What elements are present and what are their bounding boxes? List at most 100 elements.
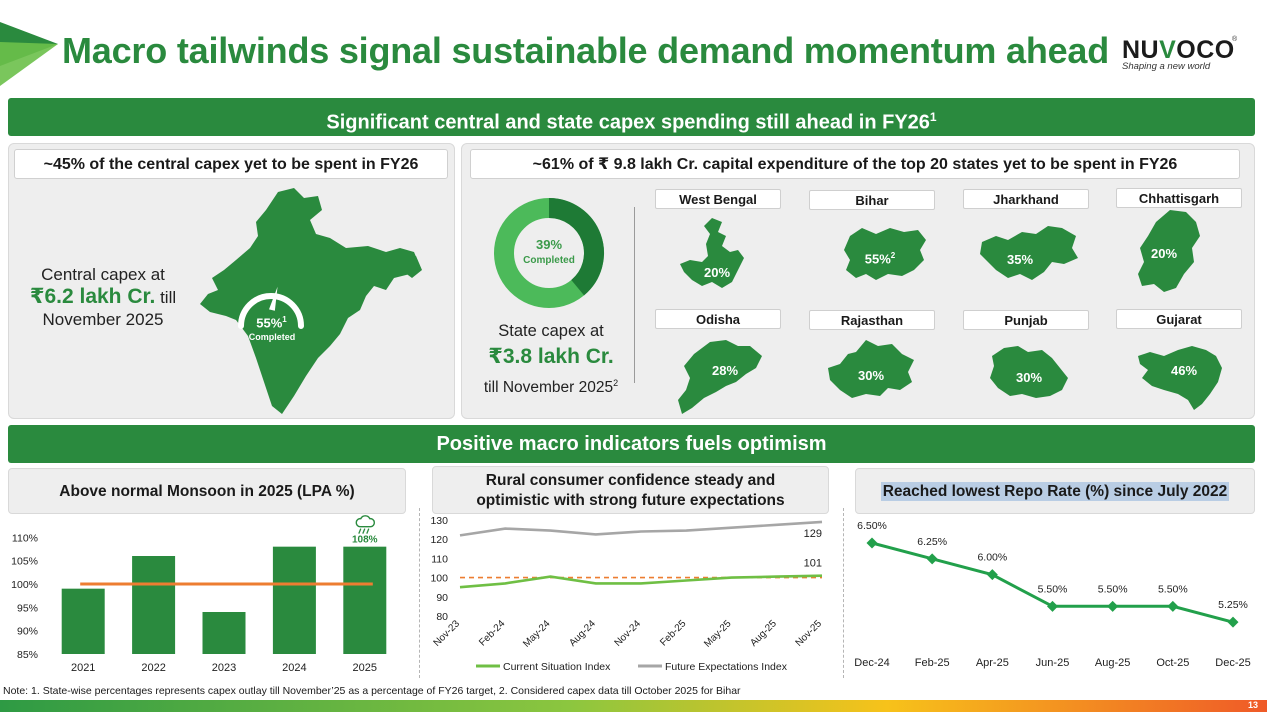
repo-xtick: Dec-25 [1215, 657, 1250, 669]
monsoon-data-label: 108% [352, 535, 378, 546]
confidence-end-label: 101 [804, 558, 822, 570]
current-situation-line [459, 574, 823, 589]
monsoon-xtick: 2023 [212, 662, 236, 674]
confidence-end-label: 129 [804, 528, 822, 540]
macro-banner: Positive macro indicators fuels optimism [8, 425, 1255, 463]
repo-xtick: Feb-25 [915, 657, 950, 669]
central-capex-heading: ~45% of the central capex yet to be spen… [14, 149, 448, 179]
repo-xtick: Dec-24 [854, 657, 889, 669]
legend-future-label: Future Expectations Index [665, 661, 788, 673]
repo-marker [1167, 600, 1179, 612]
logo-tagline: Shaping a new world [1122, 61, 1211, 72]
gujarat-map [1138, 346, 1222, 410]
donut-label: Completed [523, 255, 575, 266]
monsoon-ytick: 110% [12, 532, 38, 544]
gujarat-pct: 46% [1170, 363, 1198, 378]
punjab-map [990, 346, 1068, 398]
state-label-rajasthan: Rajasthan [809, 310, 935, 330]
repo-heading: Reached lowest Repo Rate (%) since July … [855, 468, 1255, 514]
monsoon-ytick: 105% [11, 556, 38, 568]
bihar-map [844, 228, 926, 280]
donut-percent: 39% [535, 237, 563, 252]
state-label-chhattisgarh: Chhattisgarh [1116, 188, 1242, 208]
west-bengal-map [680, 218, 744, 288]
repo-marker [1047, 600, 1058, 612]
confidence-ytick: 90 [436, 592, 448, 604]
repo-data-label: 5.50% [1038, 583, 1068, 595]
west-bengal-pct: 20% [703, 265, 731, 280]
future-expectations-line [459, 520, 823, 537]
repo-xtick: Jun-25 [1036, 657, 1070, 669]
monsoon-ytick: 85% [17, 649, 38, 661]
rajasthan-pct: 30% [857, 368, 885, 383]
repo-data-label: 5.25% [1218, 599, 1248, 611]
capex-banner: Significant central and state capex spen… [8, 98, 1255, 136]
confidence-xtick: Nov-25 [794, 618, 825, 649]
footnote: Note: 1. State-wise percentages represen… [3, 685, 741, 697]
rain-cloud-icon [355, 515, 375, 534]
repo-line-chart: 6.50% Dec-24 6.25% Feb-25 6.00% Apr-25 5.50% Ju… [854, 520, 1250, 669]
repo-data-label: 6.25% [917, 536, 947, 548]
gauge-percent: 55%1 [256, 315, 287, 331]
state-label-bihar: Bihar [809, 190, 935, 210]
monsoon-bar-2021 [61, 588, 105, 654]
monsoon-bar-2023 [202, 612, 246, 654]
monsoon-heading: Above normal Monsoon in 2025 (LPA %) [8, 468, 406, 514]
state-capex-text: State capex at ₹3.8 lakh Cr. till Novemb… [483, 322, 619, 397]
confidence-xtick: Feb-25 [658, 618, 688, 648]
repo-xtick: Oct-25 [1156, 657, 1189, 669]
repo-marker [986, 569, 998, 581]
odisha-pct: 28% [711, 363, 739, 378]
monsoon-xtick: 2021 [71, 662, 95, 674]
confidence-ytick: 110 [431, 553, 448, 565]
repo-marker [866, 537, 878, 549]
confidence-xtick: Aug-25 [748, 618, 779, 649]
state-divider [634, 207, 635, 383]
monsoon-bar-2024 [272, 546, 316, 654]
state-label-gujarat: Gujarat [1116, 309, 1242, 329]
page-number: 13 [1248, 700, 1259, 710]
state-label-jharkhand: Jharkhand [963, 189, 1089, 209]
legend-current-label: Current Situation Index [503, 661, 611, 673]
logo-wordmark: NUVOCO [1122, 36, 1235, 64]
repo-marker [926, 553, 938, 565]
repo-xtick: Apr-25 [976, 657, 1009, 669]
chhattisgarh-pct: 20% [1150, 246, 1178, 261]
chart-separator-1 [419, 508, 420, 678]
confidence-ytick: 120 [430, 534, 448, 546]
monsoon-bar-chart: 85% 90% 95% 100% 105% 110% 2021 2022 2023 2024 202… [11, 515, 387, 674]
confidence-xtick: Aug-24 [567, 618, 598, 649]
footer-gradient-bar [0, 700, 1267, 712]
monsoon-ytick: 95% [17, 602, 38, 614]
confidence-xtick: May-25 [702, 618, 734, 650]
state-label-west-bengal: West Bengal [655, 189, 781, 209]
monsoon-xtick: 2022 [141, 662, 165, 674]
confidence-heading: Rural consumer confidence steady and opt… [432, 466, 829, 514]
donut-completed-arc [548, 198, 604, 296]
state-label-punjab: Punjab [963, 310, 1089, 330]
india-map [200, 188, 422, 414]
repo-marker [1227, 616, 1239, 628]
confidence-xtick: Feb-24 [477, 618, 507, 648]
confidence-xtick: May-24 [521, 618, 553, 650]
confidence-ytick: 80 [436, 611, 448, 623]
rajasthan-map [828, 340, 914, 398]
central-capex-gauge [238, 286, 304, 329]
monsoon-ytick: 100% [11, 579, 38, 591]
header-chevron-icon [0, 22, 58, 86]
jharkhand-map [980, 226, 1078, 280]
gauge-label: Completed [248, 332, 296, 342]
monsoon-xtick: 2025 [353, 662, 377, 674]
confidence-ytick: 100 [430, 573, 448, 585]
repo-data-label: 5.50% [1098, 583, 1128, 595]
monsoon-ytick: 90% [17, 626, 38, 638]
monsoon-bar-2022 [132, 556, 176, 654]
repo-marker [1107, 600, 1119, 612]
page-title: Macro tailwinds signal sustainable deman… [62, 30, 1110, 71]
punjab-pct: 30% [1015, 370, 1043, 385]
jharkhand-pct: 35% [1006, 252, 1034, 267]
chart-separator-2 [843, 508, 844, 678]
confidence-ytick: 130 [430, 515, 448, 527]
monsoon-xtick: 2024 [282, 662, 306, 674]
